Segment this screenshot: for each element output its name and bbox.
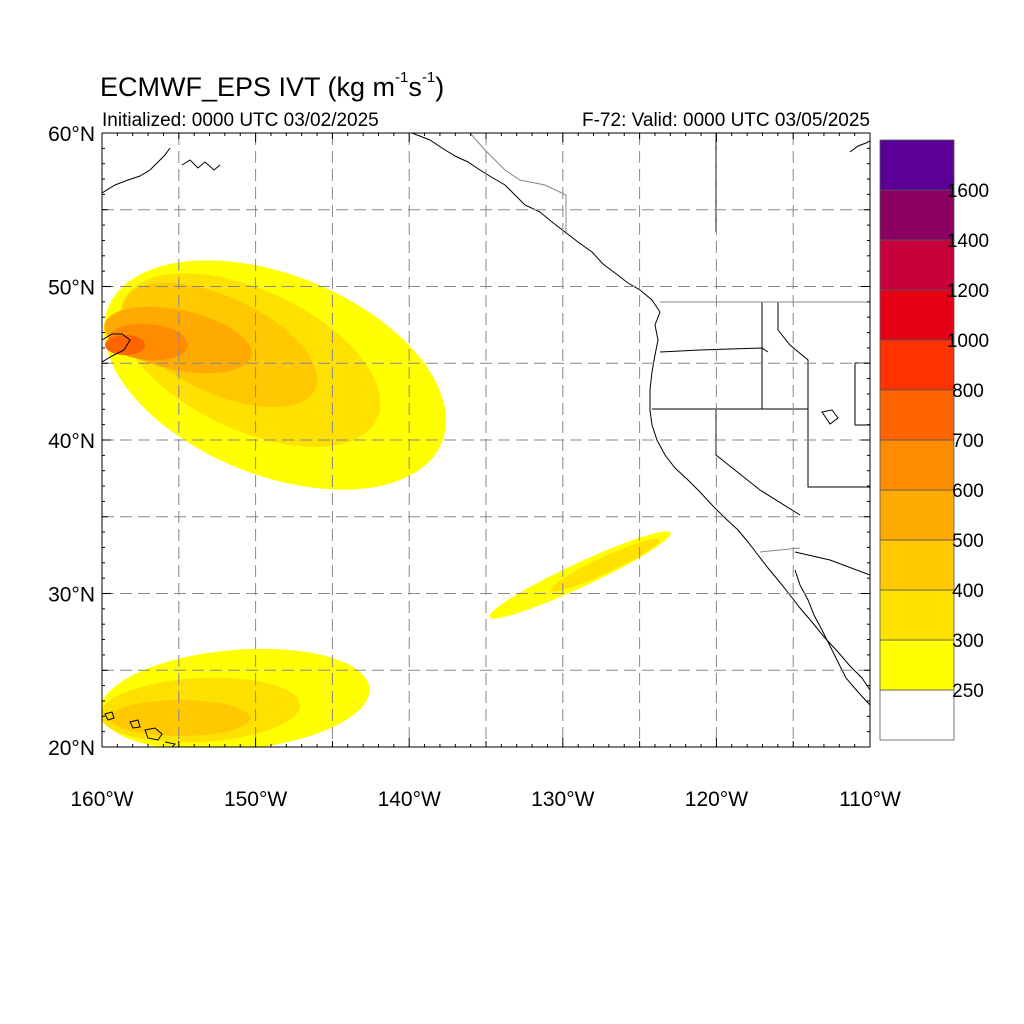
colorbar-swatch	[879, 539, 955, 591]
colorbar-swatch	[879, 289, 955, 341]
colorbar-label: 400	[952, 581, 984, 602]
valid-time-label: F-72: Valid: 0000 UTC 03/05/2025	[582, 110, 870, 131]
colorbar-label: 1400	[947, 231, 989, 252]
ivt-shaded-area	[110, 700, 250, 736]
lat-label: 20°N	[48, 737, 95, 760]
intl-borders	[469, 133, 870, 553]
lat-label: 40°N	[48, 430, 95, 453]
lon-label: 160°W	[70, 788, 133, 811]
lat-lon-grid	[102, 133, 870, 747]
ivt-shading	[102, 260, 671, 747]
latitude-labels: 20°N 30°N 40°N 50°N 60°N	[48, 123, 95, 760]
colorbar: 250 300 400 500 600 700 800 1000 1200 1400 1600	[879, 139, 989, 741]
colorbar-swatch	[879, 639, 955, 691]
lon-label: 110°W	[839, 788, 901, 811]
colorbar-label: 600	[952, 481, 984, 502]
colorbar-swatch	[879, 339, 955, 391]
colorbar-swatch	[879, 389, 955, 441]
lat-label: 60°N	[48, 123, 95, 146]
ivt-shaded-area	[105, 335, 145, 355]
init-time-label: Initialized: 0000 UTC 03/02/2025	[102, 110, 379, 131]
longitude-labels: 160°W 150°W 140°W 130°W 120°W 110°W	[70, 788, 901, 811]
colorbar-swatch	[879, 689, 955, 741]
lat-label: 30°N	[48, 584, 95, 607]
lon-label: 150°W	[224, 788, 287, 811]
colorbar-label: 500	[952, 531, 984, 552]
colorbar-label: 300	[952, 631, 984, 652]
colorbar-swatch	[879, 589, 955, 641]
lon-label: 140°W	[378, 788, 441, 811]
axis-ticks	[101, 132, 871, 748]
colorbar-swatch	[879, 239, 955, 291]
colorbar-swatch	[879, 439, 955, 491]
colorbar-label: 1200	[947, 281, 989, 302]
colorbar-label: 250	[952, 681, 984, 702]
lon-label: 120°W	[685, 788, 748, 811]
colorbar-swatch	[879, 489, 955, 541]
colorbar-label: 1000	[947, 331, 989, 352]
colorbar-label: 800	[952, 381, 984, 402]
lon-label: 130°W	[531, 788, 594, 811]
state-borders	[652, 133, 870, 576]
colorbar-swatch	[879, 139, 955, 191]
colorbar-label: 1600	[947, 181, 989, 202]
ivt-shaded-area	[550, 538, 660, 592]
map-title: ECMWF_EPS IVT (kg m-1s-1)	[100, 69, 445, 102]
colorbar-label: 700	[952, 431, 984, 452]
lat-label: 50°N	[48, 277, 95, 300]
colorbar-swatch	[879, 189, 955, 241]
